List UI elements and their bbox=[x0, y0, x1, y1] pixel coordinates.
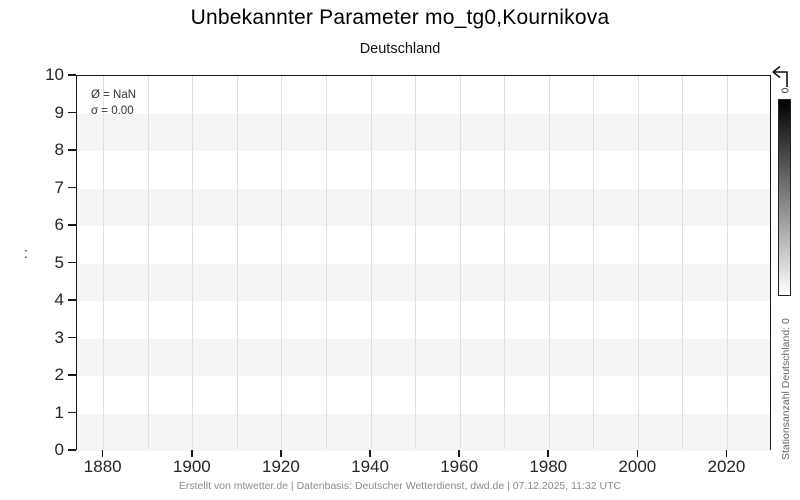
y-tick-mark bbox=[68, 374, 76, 376]
x-tick-label: 1960 bbox=[440, 457, 479, 476]
grid-line bbox=[593, 76, 595, 449]
x-tick-label: 1900 bbox=[172, 457, 211, 476]
y-tick-label: 10 bbox=[45, 65, 64, 84]
shaded-band bbox=[77, 263, 770, 301]
x-tick-mark bbox=[725, 450, 728, 457]
y-axis-label: : bbox=[24, 245, 29, 262]
shaded-band bbox=[77, 338, 770, 376]
grid-line bbox=[415, 76, 417, 449]
grid-line bbox=[103, 76, 105, 449]
mean-value: Ø = NaN bbox=[91, 89, 137, 101]
sigma-value: σ = 0.00 bbox=[91, 105, 134, 117]
y-tick-mark bbox=[68, 336, 76, 339]
grid-line bbox=[370, 76, 372, 449]
grid-line bbox=[504, 76, 506, 449]
x-tick-label: 1920 bbox=[262, 457, 300, 476]
grid-line bbox=[325, 76, 327, 449]
y-tick-label: 1 bbox=[54, 402, 64, 422]
grid-line bbox=[192, 76, 194, 449]
y-tick-mark bbox=[68, 149, 76, 151]
x-tick-label: 2000 bbox=[618, 457, 657, 476]
y-tick-label: 5 bbox=[54, 252, 64, 272]
x-tick-label: 1940 bbox=[351, 457, 389, 476]
grid-line bbox=[682, 76, 684, 449]
x-tick-label: 1980 bbox=[529, 457, 568, 476]
x-tick-mark bbox=[280, 450, 282, 457]
x-tick-mark bbox=[636, 450, 639, 457]
y-tick-label: 3 bbox=[54, 327, 64, 347]
chart-title: Unbekannter Parameter mo_tg0,Kournikova bbox=[190, 6, 610, 29]
grid-line bbox=[548, 76, 550, 449]
y-tick-mark bbox=[68, 111, 76, 114]
colorbar-gradient bbox=[778, 99, 791, 296]
y-tick-mark bbox=[68, 74, 76, 76]
y-tick-mark bbox=[68, 224, 76, 226]
y-tick-mark bbox=[68, 299, 76, 301]
shaded-band bbox=[77, 413, 770, 451]
grid-line bbox=[236, 76, 238, 449]
y-tick-label: 8 bbox=[54, 140, 64, 159]
shaded-band bbox=[77, 188, 770, 226]
x-tick-mark bbox=[191, 450, 193, 457]
y-tick-label: 9 bbox=[54, 102, 64, 122]
y-tick-label: 4 bbox=[54, 290, 64, 309]
x-tick-label: 1880 bbox=[83, 457, 122, 476]
grid-line bbox=[637, 76, 639, 449]
grid-line bbox=[459, 76, 461, 449]
y-tick-mark bbox=[68, 186, 76, 189]
y-tick-mark bbox=[68, 449, 76, 451]
stats-annotation: Ø = NaN σ = 0.00 bbox=[91, 87, 136, 119]
grid-line bbox=[147, 76, 149, 449]
plot-area: Ø = NaN σ = 0.00 bbox=[76, 75, 771, 451]
x-tick-label: 2020 bbox=[707, 457, 746, 476]
footer-credit: Erstellt von mtwetter.de | Datenbasis: D… bbox=[178, 480, 622, 492]
y-tick-mark bbox=[68, 261, 76, 264]
chart-subtitle: Deutschland bbox=[359, 41, 441, 57]
y-tick-mark bbox=[68, 411, 76, 414]
x-tick-mark bbox=[101, 450, 104, 457]
y-tick-label: 0 bbox=[54, 440, 64, 459]
y-tick-label: 6 bbox=[54, 215, 64, 234]
y-tick-label: 7 bbox=[54, 177, 64, 197]
shaded-band bbox=[77, 113, 770, 151]
colorbar-side-label: Stationsanzahl Deutschland: 0 bbox=[780, 318, 792, 460]
x-tick-mark bbox=[458, 450, 460, 457]
y-tick-label: 2 bbox=[54, 365, 64, 384]
colorbar-pointer-arrow-icon bbox=[772, 65, 788, 87]
grid-line bbox=[726, 76, 728, 449]
colorbar-top-tick-label: 0 bbox=[778, 87, 790, 94]
grid-line bbox=[281, 76, 283, 449]
x-tick-mark bbox=[547, 450, 549, 457]
x-tick-mark bbox=[369, 450, 371, 457]
